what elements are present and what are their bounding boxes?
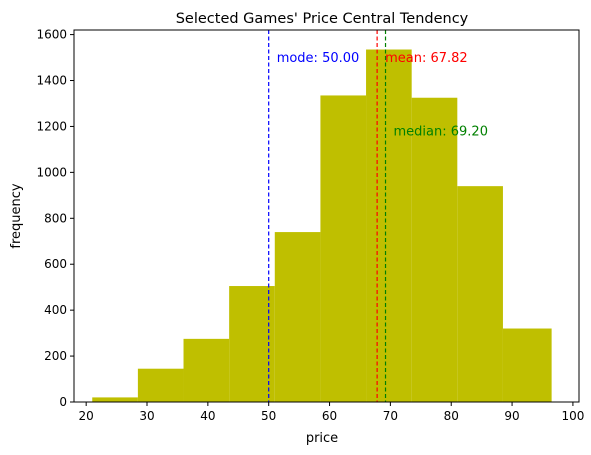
x-tick-label: 60 (322, 409, 337, 423)
histogram-bar-6 (320, 95, 367, 402)
x-tick-label: 70 (383, 409, 398, 423)
histogram-bar-10 (502, 328, 552, 402)
chart-title: Selected Games' Price Central Tendency (176, 11, 469, 27)
histogram-bar-8 (411, 97, 458, 403)
bars-group (92, 49, 552, 403)
y-tick-label: 600 (44, 257, 67, 271)
y-axis-label: frequency (9, 183, 24, 249)
y-tick-label: 800 (44, 211, 67, 225)
x-tick-label: 40 (200, 409, 215, 423)
x-axis-ticks: 20 30 40 50 60 70 80 90 100 (79, 402, 584, 423)
reference-line-label-1: mode: 50.00 (277, 51, 360, 66)
reference-line-label-2: mean: 67.82 (385, 51, 468, 66)
x-axis-label: price (306, 431, 338, 446)
y-tick-label: 1400 (36, 74, 67, 88)
reference-lines-group: mode: 50.00 mean: 67.82 median: 69.20 (268, 30, 488, 402)
histogram-bar-5 (274, 232, 321, 402)
plot-frame (73, 29, 580, 403)
histogram-bar-7 (366, 49, 412, 402)
y-tick-label: 400 (44, 303, 67, 317)
x-tick-label: 50 (261, 409, 276, 423)
y-tick-label: 1600 (36, 28, 67, 42)
histogram-bar-4 (229, 286, 275, 402)
y-axis-ticks: 0 200 400 600 800 1000 1200 1400 1600 (36, 28, 74, 409)
reference-line-label-3: median: 69.20 (394, 125, 488, 140)
x-tick-label: 100 (561, 409, 584, 423)
histogram-bar-1 (92, 397, 138, 402)
histogram-bar-3 (183, 338, 230, 402)
x-tick-label: 20 (79, 409, 94, 423)
y-tick-label: 1200 (36, 119, 67, 133)
y-tick-label: 0 (59, 395, 67, 409)
x-tick-label: 90 (504, 409, 519, 423)
x-tick-label: 80 (444, 409, 459, 423)
y-tick-label: 200 (44, 349, 67, 363)
x-tick-label: 30 (139, 409, 154, 423)
histogram-bar-2 (137, 368, 184, 402)
y-tick-label: 1000 (36, 165, 67, 179)
histogram-bar-9 (457, 186, 503, 402)
